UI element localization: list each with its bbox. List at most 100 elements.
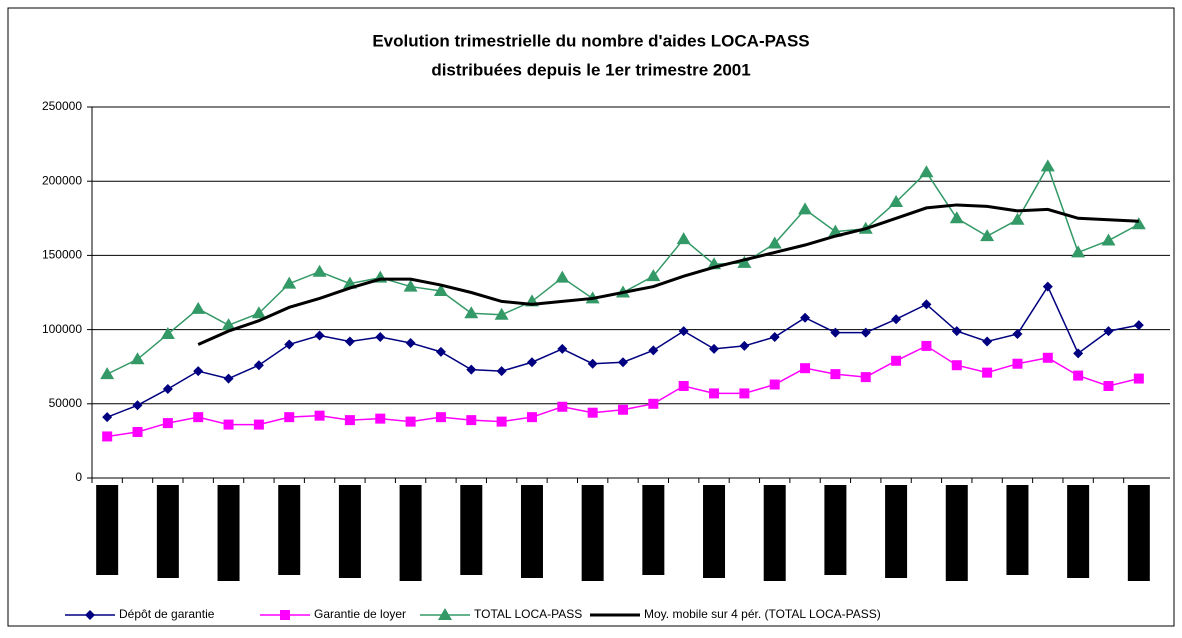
x-label-block bbox=[520, 485, 543, 578]
x-label-block bbox=[581, 485, 604, 581]
point bbox=[130, 352, 145, 365]
legend-label: Moy. mobile sur 4 pér. (TOTAL LOCA-PASS) bbox=[644, 607, 881, 621]
y-tick-label: 100000 bbox=[42, 322, 82, 336]
point bbox=[921, 340, 932, 351]
point bbox=[860, 372, 871, 383]
point bbox=[767, 236, 782, 249]
x-label-block bbox=[399, 485, 422, 581]
point bbox=[1101, 233, 1116, 246]
point bbox=[555, 270, 570, 283]
x-label-block bbox=[338, 485, 361, 578]
x-label-block bbox=[885, 485, 908, 578]
point bbox=[464, 306, 479, 319]
point bbox=[648, 345, 659, 356]
y-tick-label: 0 bbox=[75, 470, 82, 484]
x-label-block bbox=[1127, 485, 1150, 581]
point bbox=[433, 284, 448, 297]
point bbox=[253, 360, 264, 371]
point bbox=[162, 418, 173, 429]
point bbox=[496, 366, 507, 377]
point bbox=[193, 412, 204, 423]
point bbox=[1010, 212, 1025, 225]
point bbox=[678, 326, 689, 337]
point bbox=[102, 431, 113, 442]
point bbox=[739, 388, 750, 399]
chart-subtitle: distribuées depuis le 1er trimestre 2001 bbox=[431, 60, 750, 79]
point bbox=[798, 202, 813, 215]
point bbox=[828, 224, 843, 237]
point bbox=[982, 336, 993, 347]
point bbox=[496, 416, 507, 427]
y-tick-label: 150000 bbox=[42, 248, 82, 262]
point bbox=[739, 340, 750, 351]
point bbox=[1042, 352, 1053, 363]
point bbox=[526, 357, 537, 368]
point bbox=[162, 383, 173, 394]
point bbox=[891, 314, 902, 325]
point bbox=[312, 264, 327, 277]
point bbox=[375, 413, 386, 424]
point bbox=[678, 380, 689, 391]
point bbox=[648, 398, 659, 409]
x-label-block bbox=[217, 485, 240, 581]
point bbox=[618, 357, 628, 368]
x-label-block bbox=[703, 485, 726, 578]
point bbox=[193, 366, 204, 377]
point bbox=[466, 415, 477, 426]
x-label-block bbox=[1006, 485, 1029, 575]
point bbox=[737, 255, 752, 268]
point bbox=[405, 337, 416, 348]
point bbox=[403, 279, 418, 292]
point bbox=[1103, 380, 1114, 391]
point bbox=[1103, 326, 1114, 337]
point bbox=[1073, 370, 1084, 381]
y-tick-label: 250000 bbox=[42, 99, 82, 113]
point bbox=[344, 336, 355, 347]
point bbox=[557, 343, 568, 354]
point bbox=[221, 318, 236, 331]
point bbox=[435, 412, 446, 423]
point bbox=[769, 332, 780, 343]
point bbox=[800, 312, 811, 323]
point bbox=[980, 229, 995, 242]
point bbox=[253, 419, 264, 430]
point bbox=[375, 332, 386, 343]
point bbox=[314, 330, 325, 341]
point bbox=[1012, 329, 1023, 340]
x-label-block bbox=[642, 485, 665, 575]
point bbox=[160, 327, 175, 340]
point bbox=[100, 367, 115, 380]
legend-label: Garantie de loyer bbox=[314, 607, 406, 621]
point bbox=[1012, 358, 1023, 369]
point bbox=[557, 401, 568, 412]
point bbox=[830, 369, 841, 380]
point bbox=[921, 299, 932, 310]
point bbox=[191, 301, 206, 314]
point bbox=[1071, 245, 1086, 258]
point bbox=[223, 373, 234, 384]
point bbox=[1133, 320, 1144, 331]
point bbox=[344, 415, 355, 426]
point bbox=[587, 407, 598, 418]
point bbox=[769, 379, 780, 390]
point bbox=[800, 363, 811, 374]
point bbox=[709, 388, 720, 399]
point bbox=[982, 367, 993, 378]
y-tick-label: 50000 bbox=[49, 396, 83, 410]
legend-label: TOTAL LOCA-PASS bbox=[474, 607, 582, 621]
point bbox=[132, 426, 143, 437]
point bbox=[676, 232, 691, 245]
point bbox=[1131, 217, 1146, 230]
point bbox=[1133, 373, 1144, 384]
x-label-block bbox=[156, 485, 179, 578]
chart-title: Evolution trimestrielle du nombre d'aide… bbox=[372, 31, 809, 50]
point bbox=[85, 610, 95, 620]
point bbox=[830, 327, 841, 338]
point bbox=[860, 327, 871, 338]
x-label-block bbox=[763, 485, 786, 581]
legend-label: Dépôt de garantie bbox=[119, 607, 215, 621]
point bbox=[405, 416, 416, 427]
x-label-block bbox=[460, 485, 483, 575]
